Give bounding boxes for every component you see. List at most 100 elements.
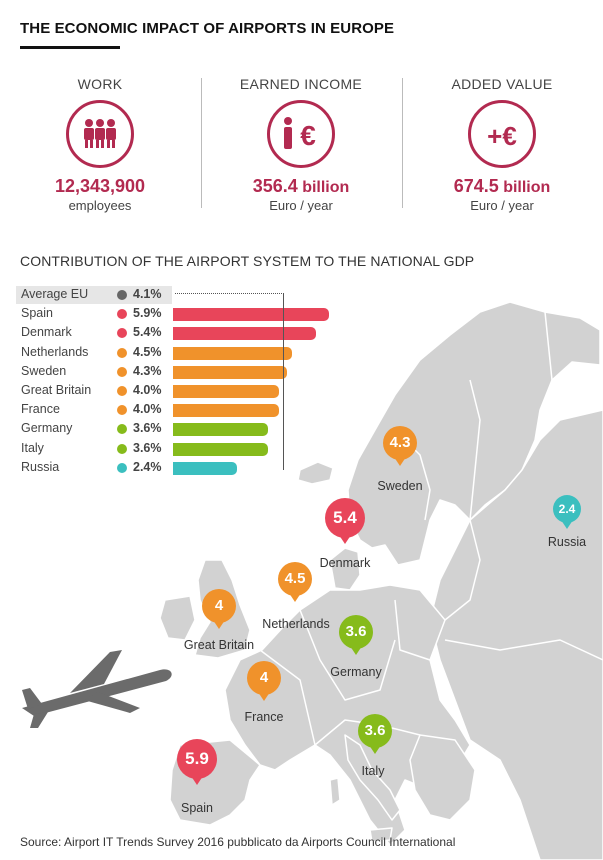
bar-value-label: 4.5% bbox=[133, 344, 162, 359]
stat-added-value: ADDED VALUE +€ 674.5 billion Euro / year bbox=[402, 76, 602, 213]
bar-row: Spain 5.9% bbox=[16, 305, 330, 323]
map-border-france bbox=[259, 649, 316, 746]
bar-category-label: Germany bbox=[21, 421, 73, 436]
map-country-label: Great Britain bbox=[183, 638, 255, 652]
bar-row: Netherlands 4.5% bbox=[16, 344, 316, 362]
bar-row: Denmark 5.4% bbox=[16, 324, 317, 342]
svg-text:+€: +€ bbox=[487, 121, 517, 151]
title-underline bbox=[20, 46, 120, 49]
stat-divider bbox=[402, 78, 403, 208]
bar-category-label: Average EU bbox=[21, 287, 89, 301]
page-title: THE ECONOMIC IMPACT OF AIRPORTS IN EUROP… bbox=[20, 20, 395, 37]
map-baltics-border bbox=[444, 519, 481, 621]
bar-category-label: Sweden bbox=[21, 363, 67, 378]
bar bbox=[173, 327, 317, 341]
average-reference-line bbox=[283, 293, 284, 470]
bar-category-label: France bbox=[21, 402, 60, 417]
stat-unit: Euro / year bbox=[269, 198, 333, 213]
map-country-label: Germany bbox=[330, 665, 382, 679]
bar-row: Russia 2.4% bbox=[16, 459, 316, 477]
bar bbox=[173, 404, 279, 418]
map-sicily bbox=[369, 827, 393, 843]
map-border-poland bbox=[394, 599, 431, 661]
bar-value-label: 2.4% bbox=[133, 459, 162, 474]
map-pin-tip bbox=[191, 776, 203, 785]
map-pin-tip bbox=[350, 646, 362, 655]
map-balkans bbox=[409, 734, 476, 821]
map-pin-tip bbox=[213, 620, 225, 629]
bar bbox=[173, 442, 269, 456]
map-kola bbox=[544, 311, 601, 381]
bar-category-label: Netherlands bbox=[21, 344, 89, 359]
bar-row: Great Britain 4.0% bbox=[16, 382, 316, 400]
map-country-label: Denmark bbox=[319, 556, 371, 570]
bar-color-dot bbox=[117, 424, 127, 435]
bar-value-label: 4.0% bbox=[133, 402, 162, 417]
svg-text:€: € bbox=[300, 120, 316, 151]
stat-work: WORK 12,343,900 employees bbox=[0, 76, 200, 213]
bar-color-dot bbox=[117, 462, 127, 473]
bar bbox=[173, 423, 269, 437]
map-pin-tip bbox=[258, 692, 270, 701]
map-pin-tip bbox=[561, 520, 573, 529]
map-pin-value: 5.4 bbox=[325, 498, 365, 538]
map-pin-value: 2.4 bbox=[553, 495, 581, 523]
map-pin-value: 4.3 bbox=[383, 426, 417, 460]
map-country-label: Netherlands bbox=[262, 617, 330, 631]
bar bbox=[173, 365, 287, 379]
plus-euro-icon: +€ bbox=[468, 100, 536, 168]
stat-value: 674.5 billion bbox=[453, 176, 551, 196]
stat-value: 356.4 billion bbox=[252, 176, 350, 196]
map-pin-tip bbox=[289, 593, 301, 602]
bar-row-average: Average EU 4.1% bbox=[16, 286, 172, 304]
map-pin-tip bbox=[394, 457, 406, 466]
bar-color-dot bbox=[117, 405, 127, 416]
bar-value-label: 3.6% bbox=[133, 440, 162, 455]
stat-label: WORK bbox=[77, 76, 123, 92]
person-euro-icon: € bbox=[267, 100, 335, 168]
map-denmark bbox=[329, 547, 361, 591]
airplane-icon bbox=[22, 650, 172, 728]
map-finland-border bbox=[469, 379, 481, 521]
bar-value-label: 5.4% bbox=[133, 325, 162, 340]
map-pin-value: 4.5 bbox=[278, 562, 312, 596]
bar-row: Italy 3.6% bbox=[16, 440, 316, 458]
bar-value-label: 3.6% bbox=[133, 421, 162, 436]
bar bbox=[173, 461, 237, 475]
bar bbox=[173, 346, 293, 360]
bar-color-dot bbox=[117, 386, 127, 396]
bar-category-label: Denmark bbox=[21, 325, 72, 340]
bar-value-label: 4.1% bbox=[133, 287, 162, 301]
bar bbox=[173, 385, 279, 398]
chart-title: CONTRIBUTION OF THE AIRPORT SYSTEM TO TH… bbox=[20, 253, 475, 269]
stat-divider bbox=[201, 78, 202, 208]
bar-row: France 4.0% bbox=[16, 401, 316, 419]
stat-value: 12,343,900 bbox=[54, 176, 146, 196]
bar-category-label: Great Britain bbox=[21, 383, 92, 397]
workers-icon bbox=[66, 100, 134, 168]
bar-value-label: 4.3% bbox=[133, 363, 162, 378]
bar-color-dot bbox=[117, 309, 127, 320]
bar-value-label: 4.0% bbox=[133, 383, 162, 397]
source-note: Source: Airport IT Trends Survey 2016 pu… bbox=[20, 835, 456, 849]
bar-value-label: 5.9% bbox=[133, 306, 162, 321]
bar-color-dot bbox=[117, 443, 127, 454]
bar-row: Germany 3.6% bbox=[16, 420, 316, 438]
map-pin-value: 3.6 bbox=[339, 615, 373, 649]
bar-category-label: Russia bbox=[21, 459, 60, 474]
bar bbox=[173, 308, 330, 322]
map-italy bbox=[344, 734, 401, 821]
map-country-label: Russia bbox=[547, 535, 587, 549]
map-country-label: Sweden bbox=[377, 479, 423, 493]
map-pin-value: 4 bbox=[202, 589, 236, 623]
map-scandinavia bbox=[347, 301, 571, 566]
bar-row: Sweden 4.3% bbox=[16, 363, 316, 381]
bar-category-label: Spain bbox=[21, 306, 53, 321]
map-border-germany bbox=[299, 609, 396, 701]
bar-color-dot bbox=[117, 347, 127, 358]
map-corsica bbox=[329, 777, 341, 806]
bar-color-dot bbox=[117, 366, 127, 377]
stat-earned-income: EARNED INCOME € 356.4 billion Euro / yea… bbox=[201, 76, 401, 213]
map-country-label: Spain bbox=[181, 801, 213, 815]
